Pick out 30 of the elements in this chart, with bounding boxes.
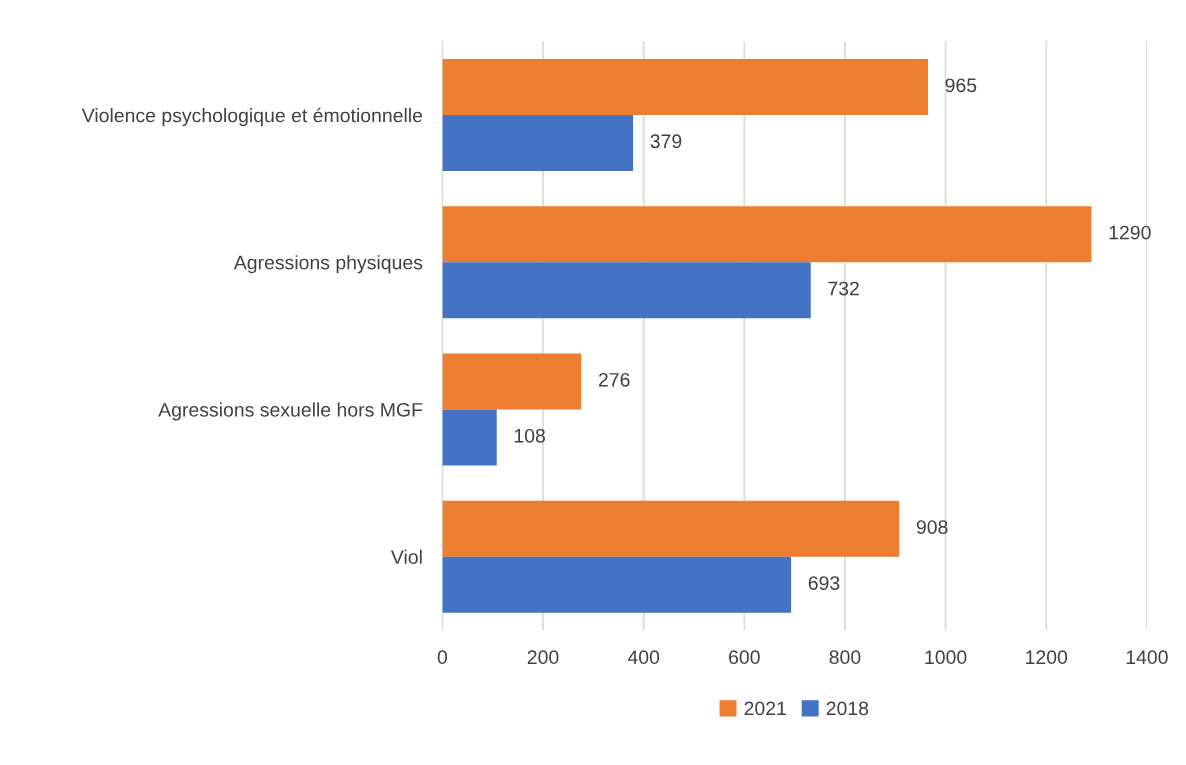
data-label: 379 [650,134,682,149]
data-label: 965 [945,78,977,93]
bar [442,500,900,557]
x-tick-label: 600 [729,650,760,665]
legend-label: 2018 [826,701,869,716]
bar [442,262,811,319]
x-tick-label: 800 [829,650,861,665]
y-tick-label: Agressions sexuelle hors MGF [158,402,423,421]
bar [442,353,582,410]
data-label: 1290 [1109,225,1151,240]
x-tick-label: 0 [437,650,448,665]
bar [442,114,634,171]
data-label: 108 [514,428,545,443]
data-label: 276 [598,372,630,387]
data-label: 693 [808,576,840,590]
bar [442,409,497,466]
y-tick-label: Violence psychologique et émotionnelle [81,107,423,127]
x-tick-label: 400 [627,650,660,665]
x-tick-label: 1000 [925,650,967,665]
legend-label: 2021 [744,701,786,716]
y-tick-label: Agressions physiques [233,255,423,274]
x-tick-label: 1400 [1126,650,1168,665]
data-label: 908 [916,520,948,534]
x-tick-label: 200 [527,650,559,665]
data-label: 732 [828,281,859,296]
bar [442,206,1092,263]
bar [442,556,792,613]
y-tick-label: Viol [390,549,422,564]
bar [442,58,928,115]
x-tick-label: 1200 [1026,650,1068,665]
